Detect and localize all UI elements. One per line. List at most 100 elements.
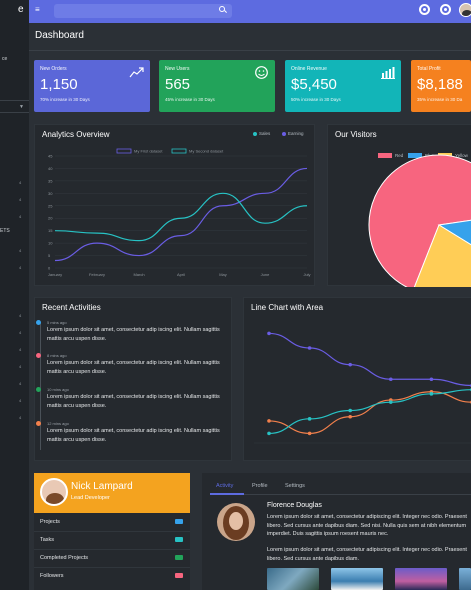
sidebar-select[interactable]: ▼ bbox=[0, 100, 29, 113]
tasks-badge bbox=[175, 537, 183, 542]
tab-bar-line bbox=[210, 494, 471, 495]
profile-header: Nick Lampard Lead Developer bbox=[34, 473, 190, 513]
stat-card-total-profit[interactable]: Total Profit $8,188 35% increase in 30 D… bbox=[411, 60, 471, 112]
sidebar-logo[interactable]: e bbox=[18, 4, 24, 15]
profile-item-tasks[interactable]: Tasks bbox=[40, 537, 55, 543]
menu-icon[interactable]: ≡ bbox=[35, 5, 40, 14]
data-point bbox=[307, 417, 312, 421]
profile-item-completed-projects[interactable]: Completed Projects bbox=[40, 555, 88, 561]
area-chart-panel: Line Chart with Area bbox=[243, 297, 471, 461]
x-tick-label: July bbox=[303, 272, 310, 277]
tab-profile[interactable]: Profile bbox=[252, 483, 268, 489]
legend-dot bbox=[282, 131, 286, 136]
x-tick-label: May bbox=[219, 272, 227, 277]
pie-slice bbox=[413, 224, 471, 287]
sidebar: e ce ▼ 4 4 4 ETS 4 4 4 4 4 4 4 4 4 bbox=[0, 0, 29, 590]
y-tick-label: 15 bbox=[48, 228, 53, 233]
data-point bbox=[389, 377, 393, 382]
stat-subtext: 45% increase in 30 Days bbox=[165, 97, 215, 102]
feed-author-name[interactable]: Florence Douglas bbox=[267, 502, 322, 509]
x-tick-label: February bbox=[89, 272, 105, 277]
series-line bbox=[54, 192, 308, 242]
y-tick-label: 20 bbox=[48, 216, 53, 221]
x-tick-label: June bbox=[261, 272, 270, 277]
stat-label: Total Profit bbox=[417, 66, 441, 72]
trend-icon bbox=[129, 67, 144, 78]
sidebar-text: ce bbox=[2, 56, 8, 62]
legend-item-sales[interactable]: Sales bbox=[253, 131, 270, 136]
panel-title: Analytics Overview bbox=[42, 130, 110, 139]
data-point bbox=[267, 419, 271, 423]
series-line bbox=[268, 389, 471, 435]
stat-value: $5,450 bbox=[291, 76, 337, 93]
series-line bbox=[268, 332, 471, 387]
sidebar-badge: 4 bbox=[19, 398, 22, 403]
data-point bbox=[348, 414, 352, 419]
tab-settings[interactable]: Settings bbox=[285, 483, 305, 489]
feed-paragraph: Lorem ipsum dolor sit amet, consectetur … bbox=[267, 514, 467, 537]
sidebar-badge: 4 bbox=[19, 265, 22, 270]
user-avatar[interactable] bbox=[459, 3, 471, 17]
profile-item-projects[interactable]: Projects bbox=[40, 519, 60, 525]
stat-card-online-revenue[interactable]: Online Revenue $5,450 50% increase in 30… bbox=[285, 60, 401, 112]
followers-badge bbox=[175, 573, 183, 578]
gallery-thumbnail[interactable] bbox=[267, 568, 319, 590]
area-line-chart bbox=[254, 331, 471, 444]
activity-time: 10 mins ago bbox=[47, 387, 69, 392]
divider bbox=[34, 549, 190, 550]
series-line bbox=[268, 391, 471, 435]
series-line bbox=[54, 167, 308, 262]
data-point bbox=[267, 431, 271, 436]
data-point bbox=[267, 331, 271, 336]
message-icon[interactable] bbox=[440, 4, 451, 15]
analytics-overview-panel: Analytics Overview Sales Earning 0 5 10 15 2… bbox=[34, 124, 315, 286]
x-tick-label: March bbox=[133, 272, 144, 277]
y-tick-label: 5 bbox=[48, 253, 51, 258]
legend-swatch bbox=[116, 148, 132, 154]
sidebar-badge: 4 bbox=[19, 313, 22, 318]
data-point bbox=[429, 392, 434, 396]
y-tick-label: 30 bbox=[48, 191, 53, 196]
profile-item-followers[interactable]: Followers bbox=[40, 573, 64, 579]
pie-slice bbox=[368, 154, 471, 287]
x-tick-label: April bbox=[177, 272, 185, 277]
x-tick-label: January bbox=[48, 272, 62, 277]
bar-chart-icon bbox=[381, 67, 395, 79]
search-icon[interactable] bbox=[219, 6, 225, 12]
stat-card-new-users[interactable]: New Users 565 45% increase in 30 Days bbox=[159, 60, 275, 112]
stat-value: $8,188 bbox=[417, 76, 463, 93]
stat-card-new-orders[interactable]: New Orders 1,150 70% increase in 30 Days bbox=[34, 60, 150, 112]
sidebar-section-label: ETS bbox=[0, 228, 10, 234]
feed-avatar[interactable] bbox=[217, 503, 255, 541]
data-point bbox=[348, 408, 352, 413]
legend-dot bbox=[253, 131, 257, 136]
gallery-thumbnail[interactable] bbox=[459, 568, 471, 590]
chevron-down-icon: ▼ bbox=[19, 104, 24, 110]
activity-item: 5 mins ago Lorem ipsum dolor sit amet, c… bbox=[36, 320, 225, 343]
profile-avatar[interactable] bbox=[40, 478, 68, 506]
gallery-thumbnail[interactable] bbox=[395, 568, 447, 590]
recent-activities-panel: Recent Activities bbox=[34, 297, 232, 461]
timeline-dot bbox=[36, 387, 41, 392]
panel-title: Line Chart with Area bbox=[251, 303, 324, 312]
y-tick-label: 25 bbox=[48, 203, 53, 208]
panel-title: Our Visitors bbox=[335, 130, 377, 139]
data-point bbox=[307, 431, 312, 436]
data-point bbox=[429, 377, 434, 382]
timeline-dot bbox=[36, 353, 41, 358]
stat-label: Online Revenue bbox=[291, 66, 327, 72]
activity-item: 8 mins ago Lorem ipsum dolor sit amet, c… bbox=[36, 353, 225, 376]
completed-badge bbox=[175, 555, 183, 560]
activity-feed-panel: Activity Profile Settings Florence Dougl… bbox=[202, 473, 471, 590]
divider bbox=[29, 50, 471, 51]
activity-time: 12 mins ago bbox=[47, 421, 69, 426]
legend-item-earning[interactable]: Earning bbox=[282, 131, 304, 136]
search-input[interactable] bbox=[54, 4, 232, 18]
panel-title: Recent Activities bbox=[42, 303, 101, 312]
feed-paragraph: Lorem ipsum dolor sit amet, consectetur … bbox=[267, 547, 467, 562]
tab-activity[interactable]: Activity bbox=[216, 483, 234, 489]
gallery-thumbnail[interactable] bbox=[331, 568, 383, 590]
sidebar-badge: 4 bbox=[19, 180, 22, 185]
activity-item: 12 mins ago Lorem ipsum dolor sit amet, … bbox=[36, 421, 225, 444]
notification-icon[interactable] bbox=[419, 4, 430, 15]
